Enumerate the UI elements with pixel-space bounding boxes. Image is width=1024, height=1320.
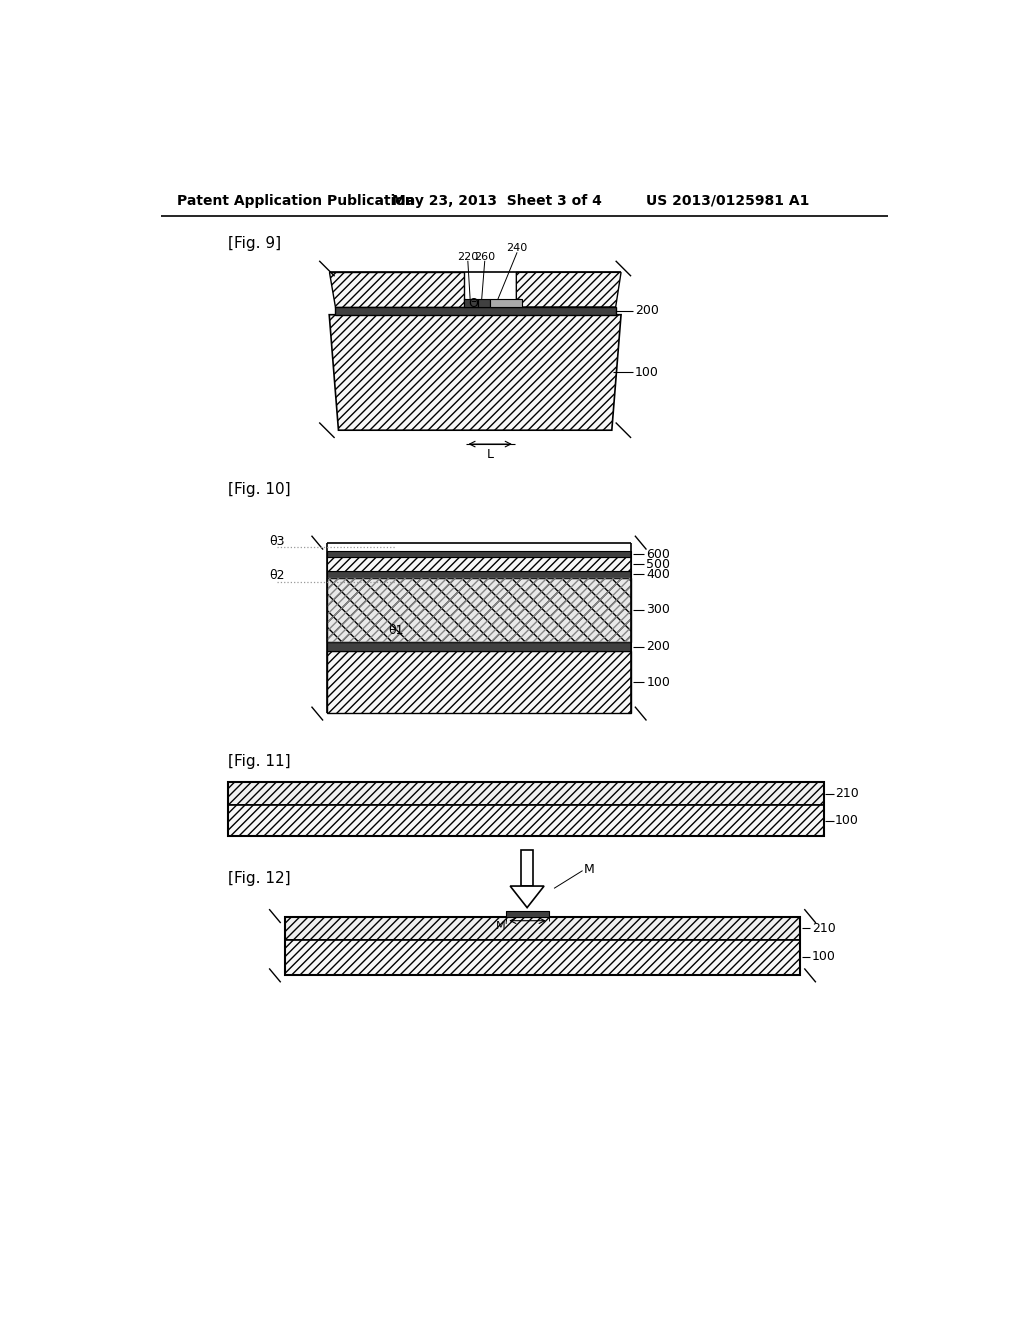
Text: L: L [486, 449, 494, 462]
Text: 400: 400 [646, 568, 671, 581]
Text: US 2013/0125981 A1: US 2013/0125981 A1 [646, 194, 810, 207]
Bar [327, 578, 631, 642]
Text: 210: 210 [812, 921, 836, 935]
Text: Θ: Θ [469, 297, 478, 310]
Text: 100: 100 [646, 676, 671, 689]
Text: 600: 600 [646, 548, 671, 561]
Text: [Fig. 9]: [Fig. 9] [228, 235, 282, 251]
Text: 300: 300 [646, 603, 671, 616]
Polygon shape [330, 272, 464, 308]
Text: 220: 220 [457, 252, 478, 261]
Text: 240: 240 [507, 243, 527, 252]
Polygon shape [327, 642, 631, 651]
Bar [285, 917, 801, 940]
Text: 200: 200 [646, 640, 671, 653]
Polygon shape [327, 572, 631, 578]
Bar [464, 300, 478, 308]
Text: θ1: θ1 [388, 624, 404, 638]
Text: 100: 100 [635, 366, 658, 379]
Bar [228, 781, 823, 805]
Bar [478, 300, 490, 308]
Bar [506, 911, 549, 917]
Text: [Fig. 10]: [Fig. 10] [228, 482, 291, 498]
Polygon shape [510, 886, 544, 908]
Bar [228, 805, 823, 836]
Text: 200: 200 [635, 305, 658, 317]
Text: [Fig. 11]: [Fig. 11] [228, 754, 291, 768]
Text: 210: 210 [836, 787, 859, 800]
Bar [285, 917, 801, 974]
Text: 500: 500 [646, 557, 671, 570]
Text: 100: 100 [812, 950, 836, 964]
Polygon shape [327, 557, 631, 572]
Text: θ2: θ2 [269, 569, 285, 582]
Text: 100: 100 [836, 814, 859, 828]
Bar [335, 308, 615, 314]
Text: [Fig. 12]: [Fig. 12] [228, 871, 291, 886]
Text: M: M [584, 862, 594, 875]
Polygon shape [327, 552, 631, 557]
Bar [521, 850, 534, 886]
Polygon shape [330, 314, 621, 430]
Bar [327, 578, 631, 642]
Bar [285, 940, 801, 974]
Text: θ3: θ3 [269, 535, 285, 548]
Text: M': M' [496, 921, 509, 931]
Text: 260: 260 [474, 252, 496, 261]
Polygon shape [516, 272, 621, 308]
Text: May 23, 2013  Sheet 3 of 4: May 23, 2013 Sheet 3 of 4 [392, 194, 602, 207]
Polygon shape [327, 651, 631, 713]
Text: Patent Application Publication: Patent Application Publication [177, 194, 415, 207]
Bar [228, 781, 823, 836]
Bar [490, 300, 522, 308]
